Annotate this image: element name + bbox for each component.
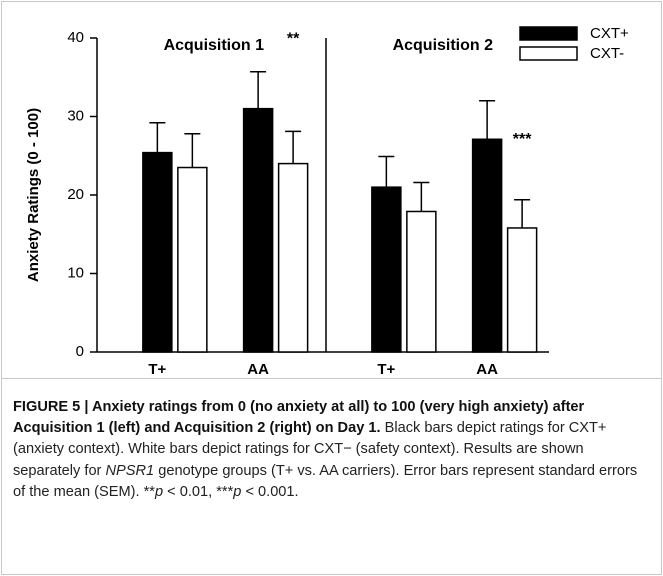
- group-title: Acquisition 1: [164, 37, 265, 54]
- legend-swatch: [519, 46, 578, 61]
- x-tick-label: AA: [476, 361, 498, 378]
- caption-text: p: [233, 483, 242, 500]
- chart: 0 10 20 30 40 Anxiety Ratings (0 - 100) Acquis…: [25, 25, 629, 378]
- bar: [471, 138, 503, 353]
- caption-text: p: [154, 483, 164, 500]
- bar: [242, 107, 274, 353]
- legend-label: CXT+: [590, 25, 629, 42]
- y-tick-label: 20: [67, 186, 84, 203]
- caption: FIGURE 5 | Anxiety ratings from 0 (no an…: [13, 397, 653, 503]
- caption-text: Black bars depict ratings for CXT+ (anxi…: [13, 420, 607, 479]
- y-tick-label: 30: [67, 107, 84, 124]
- x-tick-label: T+: [377, 361, 395, 378]
- caption-text: FIGURE 5 | Anxiety ratings from 0 (no an…: [13, 399, 585, 437]
- bar: [406, 210, 437, 353]
- x-tick-label: AA: [247, 361, 269, 378]
- bar: [277, 162, 309, 353]
- bar: [177, 166, 208, 353]
- y-tick-label: 40: [67, 29, 84, 46]
- caption-text: < 0.01, ***: [163, 483, 234, 500]
- bar: [506, 227, 538, 353]
- legend-swatch: [519, 26, 578, 41]
- y-axis-label: Anxiety Ratings (0 - 100): [25, 108, 42, 282]
- x-tick-label: T+: [148, 361, 166, 378]
- legend-label: CXT-: [590, 45, 624, 62]
- bar: [142, 151, 173, 353]
- caption-text: NPSR1: [105, 462, 155, 479]
- significance-annotation: **: [287, 31, 300, 48]
- y-tick-label: 10: [67, 264, 84, 281]
- caption-text: genotype groups (T+ vs. AA carriers). Er…: [13, 462, 638, 500]
- bar: [371, 186, 402, 353]
- caption-text: < 0.001.: [241, 483, 299, 500]
- significance-annotation: ***: [513, 131, 532, 148]
- group-title: Acquisition 2: [393, 37, 494, 54]
- y-tick-label: 0: [76, 343, 84, 360]
- caption-separator: [1, 378, 662, 379]
